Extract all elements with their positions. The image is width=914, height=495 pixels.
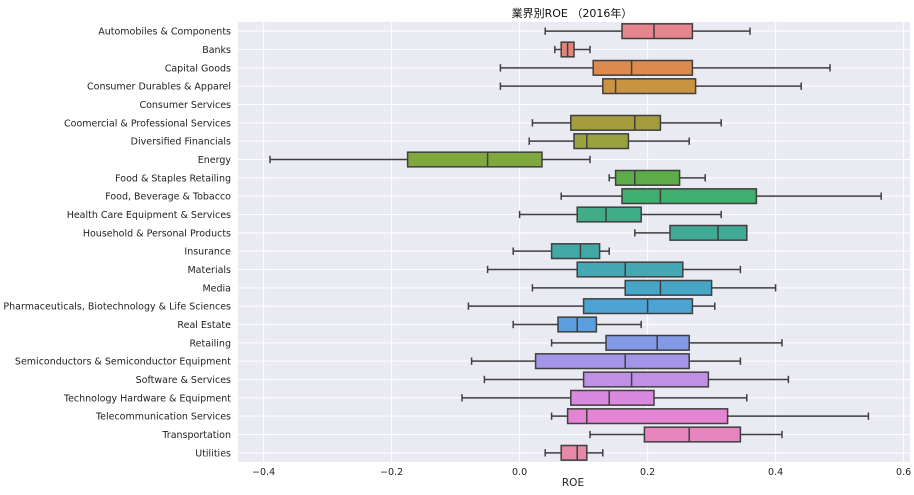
box-13 bbox=[512, 243, 610, 260]
box-1 bbox=[544, 23, 751, 40]
x-tick-label: 0.4 bbox=[768, 467, 783, 478]
category-label: Automobiles & Components bbox=[98, 27, 231, 38]
x-tick-labels: −0.4 −0.2 0.0 0.2 0.4 0.6 bbox=[252, 467, 911, 478]
category-label: Health Care Equipment & Services bbox=[67, 210, 231, 221]
box-20 bbox=[483, 371, 790, 388]
iqr-box bbox=[406, 151, 543, 168]
category-label: Banks bbox=[202, 45, 231, 56]
x-tick-label: 0.0 bbox=[512, 467, 527, 478]
x-tick-label: −0.2 bbox=[380, 467, 403, 478]
category-label: Coomercial & Professional Services bbox=[64, 118, 231, 129]
category-label: Software & Services bbox=[136, 375, 231, 386]
box-9 bbox=[608, 169, 706, 186]
iqr-box bbox=[550, 243, 601, 260]
category-label: Capital Goods bbox=[165, 63, 231, 74]
iqr-box bbox=[605, 334, 690, 351]
iqr-box bbox=[576, 261, 684, 278]
iqr-box bbox=[624, 279, 713, 296]
boxes-layer bbox=[269, 23, 882, 461]
category-label: Transportation bbox=[161, 430, 231, 441]
iqr-box bbox=[621, 188, 758, 205]
x-axis-label: ROE bbox=[562, 477, 584, 489]
iqr-box bbox=[643, 426, 742, 443]
box-2 bbox=[554, 41, 591, 58]
category-label: Materials bbox=[187, 265, 231, 276]
box-11 bbox=[518, 206, 722, 223]
iqr-box bbox=[621, 23, 694, 40]
box-8 bbox=[269, 151, 591, 168]
box-7 bbox=[528, 133, 690, 150]
iqr-box bbox=[614, 169, 681, 186]
box-15 bbox=[531, 279, 777, 296]
category-label: Diversified Financials bbox=[131, 137, 231, 148]
category-labels: Automobiles & Components Banks Capital Goo… bbox=[3, 27, 231, 460]
category-label: Insurance bbox=[184, 247, 231, 258]
iqr-box bbox=[570, 389, 655, 406]
category-label: Food, Beverage & Tobacco bbox=[105, 192, 231, 203]
box-4 bbox=[499, 78, 802, 95]
iqr-box bbox=[534, 353, 690, 370]
category-label: Pharmaceuticals, Biotechnology & Life Sc… bbox=[3, 302, 231, 313]
iqr-box bbox=[573, 133, 630, 150]
plot-area bbox=[238, 22, 910, 462]
box-21 bbox=[461, 389, 748, 406]
iqr-box bbox=[576, 206, 642, 223]
iqr-box bbox=[566, 408, 729, 425]
iqr-box bbox=[560, 444, 588, 461]
category-label: Food & Staples Retailing bbox=[115, 173, 231, 184]
box-10 bbox=[560, 188, 882, 205]
box-3 bbox=[499, 59, 831, 76]
category-label: Consumer Durables & Apparel bbox=[87, 82, 231, 93]
iqr-box bbox=[582, 298, 694, 315]
box-22 bbox=[550, 408, 870, 425]
category-label: Telecommunication Services bbox=[95, 412, 231, 423]
category-label: Retailing bbox=[189, 338, 231, 349]
iqr-box bbox=[602, 78, 697, 95]
category-label: Energy bbox=[198, 155, 232, 166]
box-16 bbox=[467, 298, 716, 315]
box-17 bbox=[512, 316, 642, 333]
category-label: Real Estate bbox=[177, 320, 231, 331]
box-18 bbox=[550, 334, 783, 351]
category-label: Utilities bbox=[195, 448, 231, 459]
iqr-box bbox=[582, 371, 710, 388]
box-6 bbox=[531, 114, 722, 131]
box-24 bbox=[544, 444, 604, 461]
x-tick-label: 0.2 bbox=[640, 467, 655, 478]
chart-title: 業界別ROE （2016年） bbox=[512, 6, 633, 20]
iqr-box bbox=[592, 59, 694, 76]
box-14 bbox=[486, 261, 742, 278]
category-label: Media bbox=[202, 283, 231, 294]
category-label: Semiconductors & Semiconductor Equipment bbox=[15, 357, 231, 368]
iqr-box bbox=[570, 114, 662, 131]
x-tick-label: −0.4 bbox=[252, 467, 275, 478]
box-23 bbox=[589, 426, 783, 443]
box-12 bbox=[634, 224, 748, 241]
x-tick-label: 0.6 bbox=[896, 467, 911, 478]
category-label: Household & Personal Products bbox=[83, 228, 231, 239]
iqr-box bbox=[669, 224, 748, 241]
category-label: Consumer Services bbox=[139, 100, 231, 111]
box-19 bbox=[470, 353, 742, 370]
category-label: Technology Hardware & Equipment bbox=[63, 393, 231, 404]
